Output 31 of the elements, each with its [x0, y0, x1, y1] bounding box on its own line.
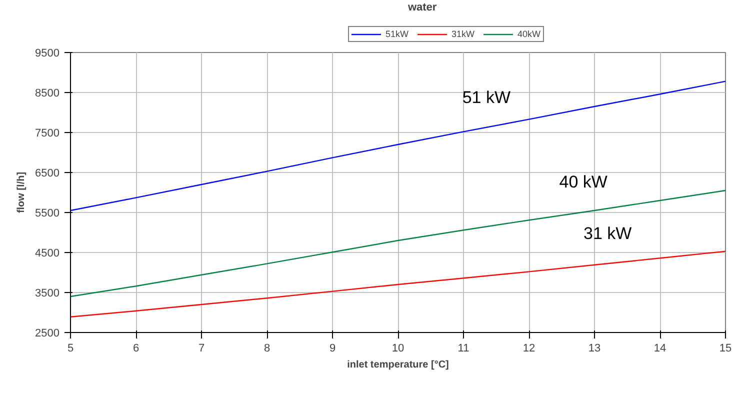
x-tick-label: 9	[329, 342, 336, 354]
y-tick-label: 6500	[35, 168, 60, 180]
x-tick-label: 11	[458, 342, 470, 354]
x-axis-title: inlet temperature [°C]	[347, 360, 449, 370]
annotation: 40 kW	[559, 172, 608, 192]
y-tick-label: 8500	[35, 88, 60, 100]
line-series	[70, 250, 726, 318]
x-tick-label: 14	[654, 342, 666, 354]
legend-label: 40kW	[518, 29, 541, 39]
y-tick-label: 4500	[35, 248, 60, 260]
legend-label: 31kW	[452, 29, 475, 39]
y-tick-label: 2500	[35, 328, 60, 340]
x-tick-label: 8	[264, 342, 270, 354]
y-axis-title: flow [l/h]	[16, 172, 28, 214]
x-tick-label: 10	[392, 342, 404, 354]
line-series	[70, 80, 726, 212]
y-tick-label: 5500	[35, 208, 60, 220]
y-tick-label: 3500	[35, 288, 60, 300]
legend-label: 51kW	[386, 29, 409, 39]
x-tick-label: 12	[522, 342, 536, 354]
chart-title: water	[406, 1, 438, 14]
x-tick-label: 6	[132, 342, 140, 354]
x-tick-label: 15	[719, 342, 732, 354]
annotation: 51 kW	[462, 88, 511, 107]
line-series	[70, 190, 726, 298]
annotation: 31 kW	[584, 224, 632, 244]
x-tick-label: 7	[198, 342, 205, 354]
y-tick-label: 7500	[35, 128, 60, 140]
x-tick-label: 5	[67, 342, 74, 354]
x-tick-label: 13	[588, 342, 601, 354]
y-tick-label: 9500	[35, 48, 60, 60]
